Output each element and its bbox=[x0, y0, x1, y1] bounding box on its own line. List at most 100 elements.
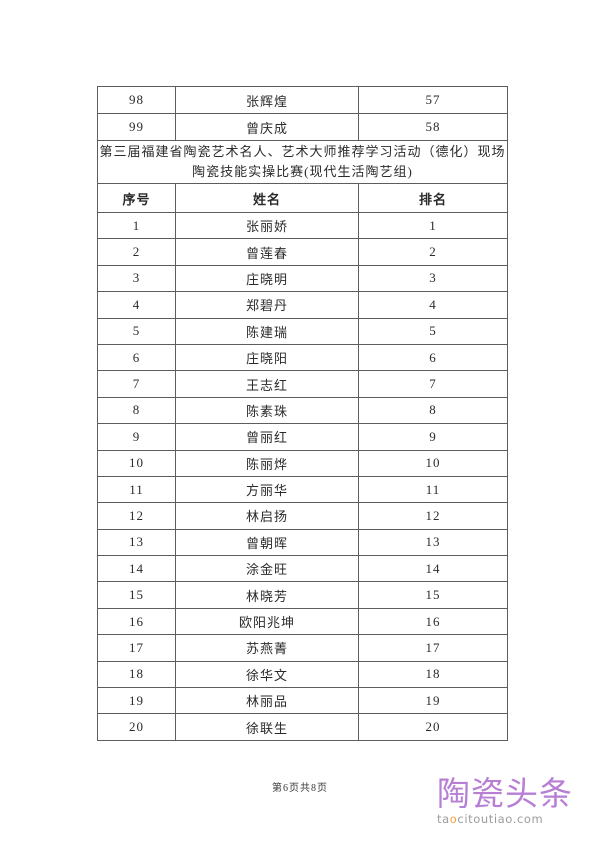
table-row: 2 曾莲春 2 bbox=[97, 238, 508, 266]
logo-text: 陶瓷头条 bbox=[437, 774, 573, 813]
cell-rank: 14 bbox=[358, 555, 508, 583]
cell-name: 曾朝晖 bbox=[175, 528, 359, 557]
cell-no: 20 bbox=[97, 713, 176, 741]
column-header-name: 姓名 bbox=[175, 183, 359, 213]
cell-no: 16 bbox=[97, 607, 176, 636]
cell-rank: 7 bbox=[358, 370, 508, 398]
table-title-line2: 陶瓷技能实操比赛(现代生活陶艺组) bbox=[192, 164, 413, 179]
cell-rank: 11 bbox=[358, 475, 508, 504]
cell-no: 12 bbox=[97, 502, 176, 530]
cell-name: 曾莲春 bbox=[175, 238, 359, 266]
cell-name: 曾丽红 bbox=[175, 423, 359, 451]
cell-name: 郑碧丹 bbox=[175, 291, 359, 319]
cell-no: 9 bbox=[97, 423, 176, 451]
cell-name: 林丽品 bbox=[175, 687, 359, 715]
table-title-section: 第三届福建省陶瓷艺术名人、艺术大师推荐学习活动（德化）现场 陶瓷技能实操比赛(现… bbox=[97, 140, 508, 184]
cell-name: 庄晓阳 bbox=[175, 343, 359, 372]
cell-name: 徐联生 bbox=[175, 713, 359, 741]
table-row: 19 林丽品 19 bbox=[97, 687, 508, 715]
table-data-rows: 1 张丽娇 1 2 曾莲春 2 3 庄晓明 3 4 郑碧丹 4 5 陈建瑞 5 6 庄晓阳 6 7 王志红 7 8 陈素珠 8… bbox=[97, 211, 508, 741]
cell-name: 王志红 bbox=[175, 370, 359, 398]
cell-name: 欧阳兆坤 bbox=[175, 607, 359, 636]
table-row: 16 欧阳兆坤 16 bbox=[97, 607, 508, 636]
cell-name: 苏燕菁 bbox=[175, 634, 359, 662]
table-title: 第三届福建省陶瓷艺术名人、艺术大师推荐学习活动（德化）现场 陶瓷技能实操比赛(现… bbox=[97, 140, 508, 184]
cell-no: 5 bbox=[97, 317, 176, 345]
cell-no: 6 bbox=[97, 343, 176, 372]
cell-no: 19 bbox=[97, 687, 176, 715]
cell-no: 7 bbox=[97, 370, 176, 398]
cell-no: 1 bbox=[97, 211, 176, 240]
cell-rank: 8 bbox=[358, 396, 508, 425]
table-row: 13 曾朝晖 13 bbox=[97, 528, 508, 557]
table-row: 17 苏燕菁 17 bbox=[97, 634, 508, 662]
table-row: 3 庄晓明 3 bbox=[97, 264, 508, 293]
page-number: 第6页共8页 bbox=[272, 783, 328, 794]
table-row: 98 张辉煌 57 bbox=[97, 86, 508, 114]
cell-no: 4 bbox=[97, 291, 176, 319]
cell-rank: 4 bbox=[358, 291, 508, 319]
cell-name: 张丽娇 bbox=[175, 211, 359, 240]
cell-rank: 16 bbox=[358, 607, 508, 636]
cell-rank: 1 bbox=[358, 211, 508, 240]
column-header-no: 序号 bbox=[97, 183, 176, 213]
cell-no: 13 bbox=[97, 528, 176, 557]
watermark-logo: 陶瓷头条 taocitoutiao.com bbox=[437, 777, 593, 826]
cell-rank: 6 bbox=[358, 343, 508, 372]
cell-no: 11 bbox=[97, 475, 176, 504]
cell-name: 林晓芳 bbox=[175, 581, 359, 609]
cell-name: 陈丽烨 bbox=[175, 449, 359, 477]
cell-rank: 5 bbox=[358, 317, 508, 345]
column-header-rank: 排名 bbox=[358, 183, 508, 213]
cell-name: 徐华文 bbox=[175, 660, 359, 689]
cell-no: 8 bbox=[97, 396, 176, 425]
cell-name: 林启扬 bbox=[175, 502, 359, 530]
cell-no: 14 bbox=[97, 555, 176, 583]
table-row: 8 陈素珠 8 bbox=[97, 396, 508, 425]
cell-no: 10 bbox=[97, 449, 176, 477]
cell-rank: 58 bbox=[358, 113, 508, 141]
table-row: 7 王志红 7 bbox=[97, 370, 508, 398]
table-row: 99 曾庆成 58 bbox=[97, 113, 508, 141]
table-row: 12 林启扬 12 bbox=[97, 502, 508, 530]
table-title-row: 第三届福建省陶瓷艺术名人、艺术大师推荐学习活动（德化）现场 陶瓷技能实操比赛(现… bbox=[97, 140, 508, 184]
table-row: 14 涂金旺 14 bbox=[97, 555, 508, 583]
cell-rank: 15 bbox=[358, 581, 508, 609]
cell-no: 15 bbox=[97, 581, 176, 609]
cell-rank: 3 bbox=[358, 264, 508, 293]
cell-name: 涂金旺 bbox=[175, 555, 359, 583]
table-row: 20 徐联生 20 bbox=[97, 713, 508, 741]
cell-no: 3 bbox=[97, 264, 176, 293]
table-header-row: 序号 姓名 排名 bbox=[97, 183, 508, 213]
cell-rank: 17 bbox=[358, 634, 508, 662]
table-row: 9 曾丽红 9 bbox=[97, 423, 508, 451]
table-continuation-rows: 98 张辉煌 57 99 曾庆成 58 bbox=[97, 86, 508, 141]
cell-name: 方丽华 bbox=[175, 475, 359, 504]
ranking-table: 98 张辉煌 57 99 曾庆成 58 第三届福建省陶瓷艺术名人、艺术大师推荐学习活动（德… bbox=[97, 86, 508, 741]
logo-url-suffix: citoutiao.com bbox=[457, 812, 544, 826]
cell-rank: 57 bbox=[358, 86, 508, 114]
cell-rank: 20 bbox=[358, 713, 508, 741]
cell-rank: 13 bbox=[358, 528, 508, 557]
table-row: 18 徐华文 18 bbox=[97, 660, 508, 689]
cell-rank: 2 bbox=[358, 238, 508, 266]
cell-name: 曾庆成 bbox=[175, 113, 359, 141]
table-row: 15 林晓芳 15 bbox=[97, 581, 508, 609]
cell-rank: 9 bbox=[358, 423, 508, 451]
cell-no: 98 bbox=[97, 86, 176, 114]
cell-no: 99 bbox=[97, 113, 176, 141]
table-row: 4 郑碧丹 4 bbox=[97, 291, 508, 319]
cell-name: 张辉煌 bbox=[175, 86, 359, 114]
cell-no: 17 bbox=[97, 634, 176, 662]
table-row: 1 张丽娇 1 bbox=[97, 211, 508, 240]
table-row: 11 方丽华 11 bbox=[97, 475, 508, 504]
table-title-line1: 第三届福建省陶瓷艺术名人、艺术大师推荐学习活动（德化）现场 bbox=[99, 143, 506, 159]
cell-name: 庄晓明 bbox=[175, 264, 359, 293]
cell-rank: 18 bbox=[358, 660, 508, 689]
table-row: 10 陈丽烨 10 bbox=[97, 449, 508, 477]
table-row: 5 陈建瑞 5 bbox=[97, 317, 508, 345]
logo-url-prefix: ta bbox=[437, 812, 450, 826]
cell-rank: 12 bbox=[358, 502, 508, 530]
table-row: 6 庄晓阳 6 bbox=[97, 343, 508, 372]
